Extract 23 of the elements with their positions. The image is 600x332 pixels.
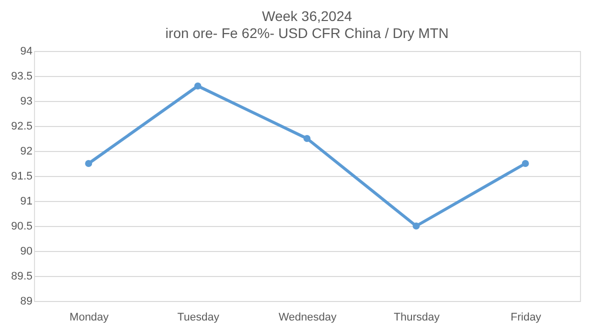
x-tick-label: Tuesday	[177, 312, 220, 324]
y-tick-label: 93	[20, 96, 32, 108]
y-tick-label: 91	[20, 196, 32, 208]
chart-title: Week 36,2024	[262, 8, 352, 24]
y-tick-label: 92	[20, 146, 32, 158]
y-tick-label: 92.5	[11, 120, 32, 132]
point	[194, 82, 202, 90]
y-tick-label: 94	[20, 46, 32, 58]
y-tick-label: 91.5	[11, 170, 32, 182]
x-tick-label: Friday	[510, 312, 542, 324]
point	[85, 160, 92, 168]
point	[412, 222, 420, 230]
x-tick-label: Monday	[70, 312, 110, 324]
chart-subtitle: iron ore- Fe 62%- USD CFR China / Dry MTN	[165, 25, 449, 41]
y-tick-label: 93.5	[11, 70, 32, 82]
point	[522, 160, 529, 168]
y-tick-label: 90	[20, 246, 32, 258]
y-tick-label: 89	[20, 296, 32, 308]
x-tick-label: Thursday	[394, 312, 440, 324]
y-tick-label: 89.5	[11, 270, 32, 282]
y-tick-label: 90.5	[11, 220, 32, 232]
x-tick-label: Wednesday	[278, 312, 337, 324]
point	[303, 134, 311, 142]
